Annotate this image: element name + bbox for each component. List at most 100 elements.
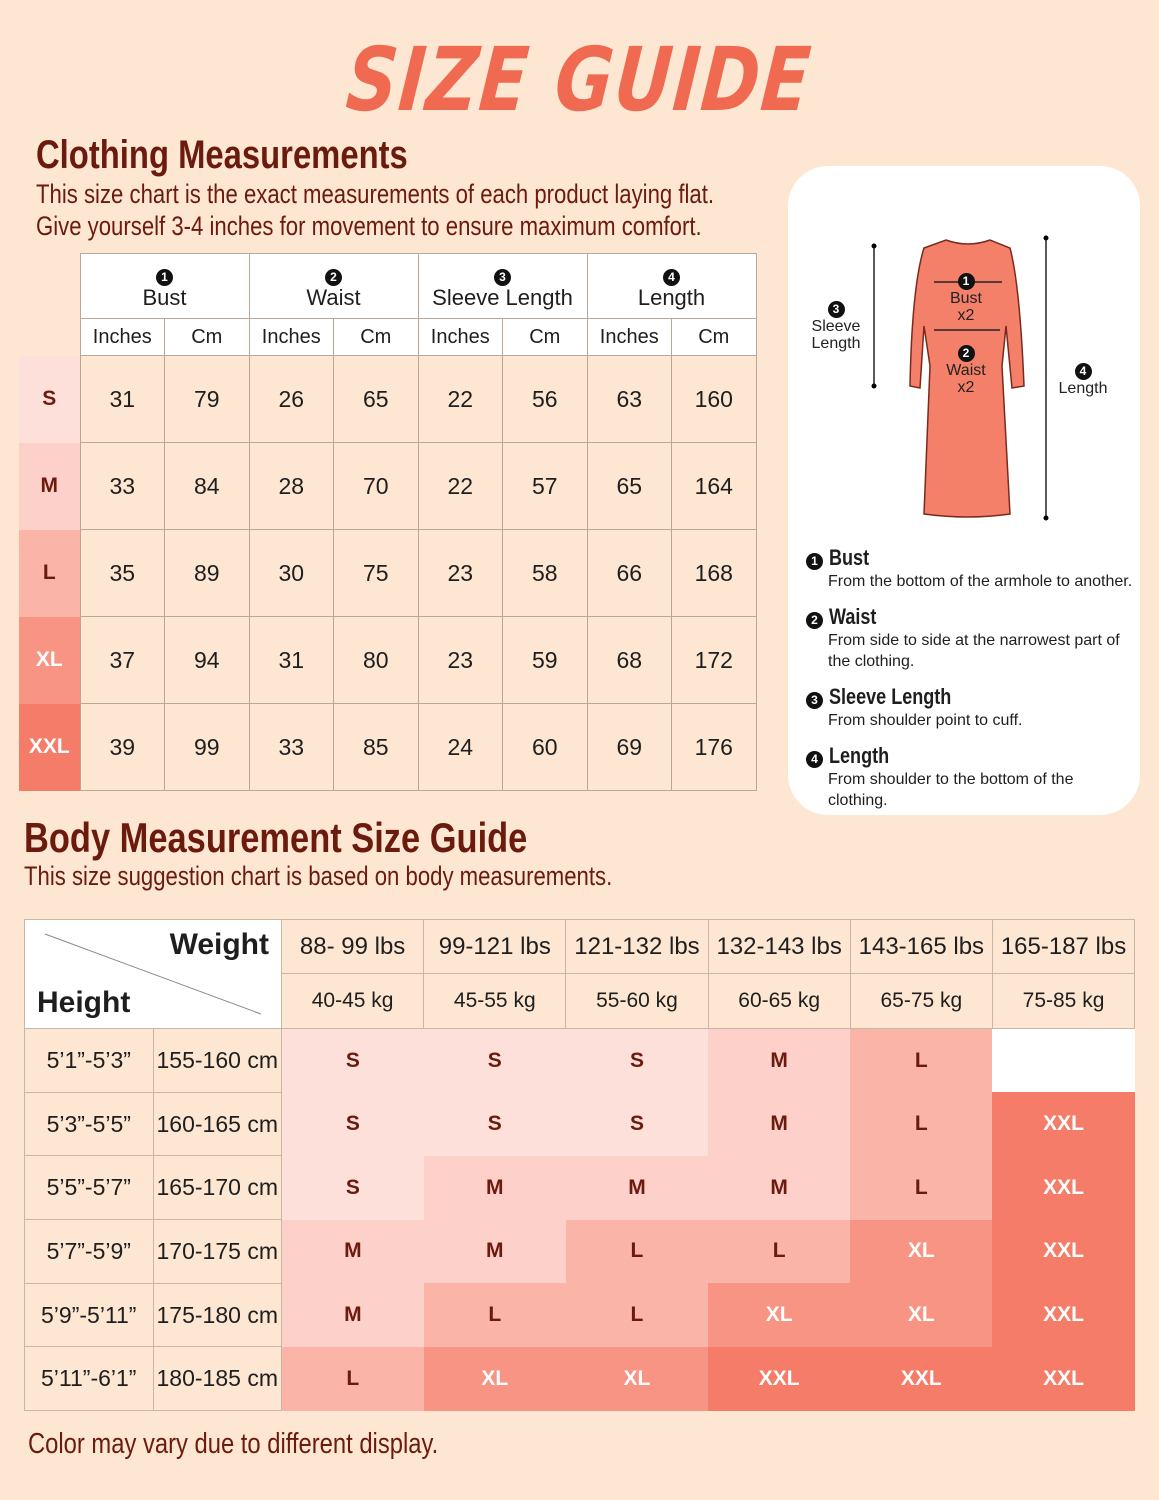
weight-lbs-header: 88- 99 lbs: [280, 919, 425, 974]
size-cell: XXL: [992, 1155, 1135, 1220]
measurement-cell: 164: [671, 442, 757, 530]
measurement-cell: 80: [333, 616, 419, 704]
height-cm: 170-175 cm: [152, 1219, 282, 1284]
measurement-cell: 22: [417, 442, 503, 530]
size-cell: S: [565, 1092, 709, 1156]
size-cell: M: [423, 1155, 566, 1220]
measurement-cell: 160: [671, 355, 757, 443]
size-cell: XL: [708, 1283, 851, 1347]
size-cell: XXL: [992, 1346, 1135, 1411]
weight-lbs-header: 99-121 lbs: [423, 919, 567, 974]
measurement-cell: 30: [248, 529, 334, 617]
size-cell: L: [565, 1219, 709, 1284]
definition-item: 1 Bust From the bottom of the armhole to …: [806, 545, 1136, 592]
measurement-cell: 85: [333, 703, 419, 791]
table-row: M 33 84 28 70 22 57 65 164: [19, 442, 757, 530]
weight-lbs-header: 165-187 lbs: [991, 919, 1136, 974]
height-label: Height: [37, 986, 131, 1019]
footer-note: Color may vary due to different display.: [28, 1428, 439, 1460]
size-cell: S: [423, 1028, 566, 1093]
size-cell: XXL: [850, 1346, 993, 1411]
size-cell: L: [850, 1155, 993, 1220]
measurement-cell: 89: [164, 529, 250, 617]
body-description: This size suggestion chart is based on b…: [24, 861, 613, 891]
table-row: XL 37 94 31 80 23 59 68 172: [19, 616, 757, 704]
size-cell: XXL: [992, 1283, 1135, 1347]
size-cell: M: [708, 1028, 851, 1093]
weight-kg-header: 75-85 kg: [991, 973, 1136, 1029]
weight-lbs-header: 132-143 lbs: [707, 919, 851, 974]
height-cm: 165-170 cm: [152, 1155, 282, 1221]
measurement-cell: 58: [502, 529, 588, 617]
definition-item: 4 Length From shoulder to the bottom of t…: [806, 743, 1136, 811]
size-cell: S: [423, 1092, 566, 1156]
measurement-cell: 168: [671, 529, 757, 617]
measurement-cell: 33: [248, 703, 334, 791]
weight-lbs-header: 121-132 lbs: [565, 919, 709, 974]
measurement-cell: 65: [586, 442, 672, 530]
unit-header: Inches: [417, 318, 503, 356]
size-label: XXL: [19, 703, 80, 791]
sleeve-length-label: 3 Sleeve Length: [811, 301, 861, 352]
weight-kg-header: 65-75 kg: [849, 973, 993, 1029]
size-cell: L: [850, 1092, 993, 1156]
measurement-cell: 24: [417, 703, 503, 791]
size-cell: S: [281, 1155, 424, 1220]
size-cell: XXL: [992, 1219, 1135, 1284]
definition-item: 3 Sleeve Length From shoulder point to cu…: [806, 684, 1136, 731]
measurement-cell: 57: [502, 442, 588, 530]
size-cell: M: [708, 1092, 851, 1156]
corner-header: Weight Height: [24, 919, 282, 1029]
measurement-cell: 172: [671, 616, 757, 704]
size-label: S: [19, 355, 80, 443]
size-cell: L: [281, 1346, 424, 1411]
table-row: 5’11”-6’1” 180-185 cm L XL XL XXL XXL XXL: [24, 1346, 1135, 1412]
measurement-cell: 176: [671, 703, 757, 791]
weight-label: Weight: [169, 928, 269, 961]
measurement-cell: 28: [248, 442, 334, 530]
size-cell: XL: [423, 1346, 566, 1411]
height-ft: 5’1”-5’3”: [24, 1028, 154, 1093]
table-row: 5’5”-5’7” 165-170 cm S M M M L XXL: [24, 1155, 1135, 1221]
size-cell: L: [565, 1283, 709, 1347]
measurement-cell: 59: [502, 616, 588, 704]
unit-header: Inches: [248, 318, 334, 356]
measurement-cell: 65: [333, 355, 419, 443]
size-cell: M: [565, 1155, 709, 1220]
size-cell: S: [565, 1028, 709, 1093]
diagram-card: 1 Bust x2 2 Waist x2 3 Sleeve Length 4 Length: [788, 166, 1140, 815]
size-cell: M: [281, 1283, 424, 1347]
table-row: L 35 89 30 75 23 58 66 168: [19, 529, 757, 617]
height-cm: 160-165 cm: [152, 1091, 282, 1157]
measurement-cell: 33: [79, 442, 165, 530]
dress-illustration: [871, 235, 1049, 521]
height-cm: 180-185 cm: [152, 1346, 282, 1412]
size-cell: L: [708, 1219, 851, 1284]
unit-header: Cm: [502, 318, 588, 356]
clothing-heading: Clothing Measurements: [36, 133, 408, 177]
height-cm: 175-180 cm: [152, 1282, 282, 1348]
measurement-cell: 66: [586, 529, 672, 617]
measurement-cell: 26: [248, 355, 334, 443]
size-cell: [992, 1028, 1135, 1093]
height-ft: 5’7”-5’9”: [24, 1219, 154, 1284]
definition-item: 2 Waist From side to side at the narrowes…: [806, 604, 1136, 672]
measurement-cell: 31: [79, 355, 165, 443]
unit-header: Inches: [79, 318, 165, 356]
measurement-cell: 56: [502, 355, 588, 443]
blank: [19, 319, 80, 356]
bust-label: 1 Bust x2: [949, 273, 982, 324]
measurement-cell: 75: [333, 529, 419, 617]
weight-kg-header: 40-45 kg: [280, 973, 425, 1029]
height-ft: 5’11”-6’1”: [24, 1346, 154, 1412]
height-ft: 5’9”-5’11”: [24, 1282, 154, 1348]
table-row: S 31 79 26 65 22 56 63 160: [19, 355, 757, 443]
weight-lbs-header: 143-165 lbs: [849, 919, 993, 974]
page-title: SIZE GUIDE: [343, 28, 816, 131]
measurement-cell: 31: [248, 616, 334, 704]
body-size-table: Weight Height 88- 99 lbs 99-121 lbs 121-132 …: [24, 919, 1136, 1412]
size-cell: L: [850, 1028, 993, 1093]
table-row: XXL 39 99 33 85 24 60 69 176: [19, 703, 757, 791]
waist-label: 2 Waist x2: [946, 345, 986, 396]
blank: [19, 254, 80, 319]
